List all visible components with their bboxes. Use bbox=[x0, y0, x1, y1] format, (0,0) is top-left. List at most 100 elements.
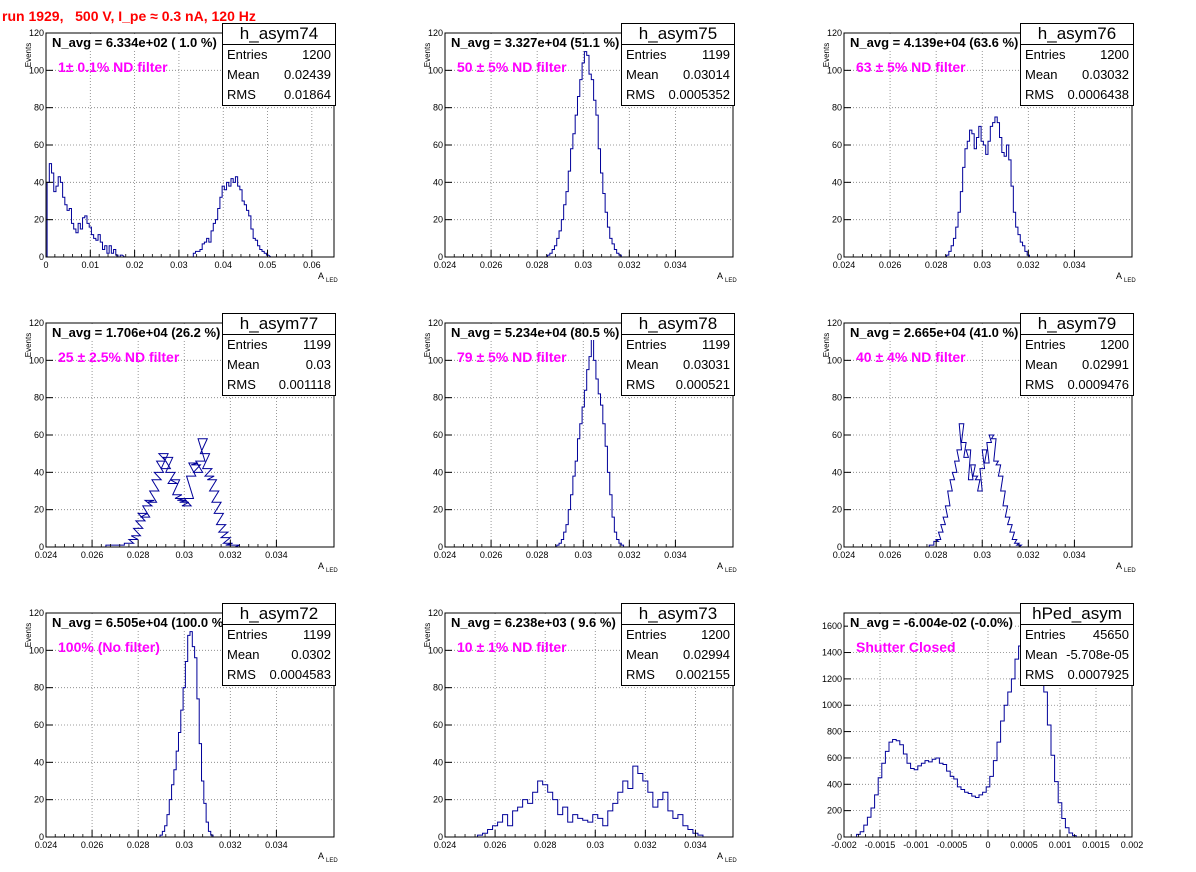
mean-row: Mean 0.03014 bbox=[622, 65, 734, 85]
x-axis-label: A bbox=[717, 851, 723, 861]
mean-row-key: Mean bbox=[1025, 647, 1058, 662]
y-tick-label: 80 bbox=[832, 393, 842, 403]
entries-row-value: 1200 bbox=[302, 47, 331, 62]
y-axis-label: Events bbox=[24, 333, 33, 357]
y-tick-label: 80 bbox=[34, 103, 44, 113]
rms-row-key: RMS bbox=[1025, 87, 1054, 102]
x-tick-label: 0.05 bbox=[259, 260, 277, 270]
mean-row-value: 0.03031 bbox=[683, 357, 730, 372]
histogram-panel-h_asym73: 0.024 0.026 0.028 0.03 0.032 0.034 0 20 40 60 80 10… bbox=[399, 580, 797, 870]
x-tick-label: 0.03 bbox=[973, 260, 991, 270]
entries-row-value: 1199 bbox=[702, 47, 730, 62]
entries-row-key: Entries bbox=[626, 627, 667, 642]
mean-row-key: Mean bbox=[1025, 357, 1058, 372]
entries-row-value: 1200 bbox=[701, 627, 730, 642]
rms-row: RMS 0.002155 bbox=[622, 665, 734, 685]
y-tick-label: 1000 bbox=[822, 700, 842, 710]
entries-row: Entries 1199 bbox=[223, 335, 335, 355]
x-tick-label: -0.002 bbox=[831, 840, 857, 850]
histogram-line bbox=[946, 116, 1032, 258]
rms-row-value: 0.001118 bbox=[278, 377, 331, 392]
x-tick-label: 0.028 bbox=[534, 840, 557, 850]
x-tick-label: 0.032 bbox=[219, 550, 242, 560]
y-tick-label: 60 bbox=[34, 720, 44, 730]
x-axis-label: A bbox=[318, 271, 324, 281]
y-tick-label: 0 bbox=[438, 832, 443, 842]
histogram-name: h_asym78 bbox=[622, 314, 734, 335]
histogram-name: h_asym73 bbox=[622, 604, 734, 625]
y-axis-label: Events bbox=[423, 623, 432, 647]
y-tick-label: 80 bbox=[34, 393, 44, 403]
y-tick-label: 40 bbox=[433, 467, 443, 477]
rms-row-key: RMS bbox=[227, 377, 256, 392]
x-tick-label: 0.03 bbox=[175, 550, 193, 560]
x-axis-label: A bbox=[1116, 561, 1122, 571]
y-tick-label: 120 bbox=[428, 28, 443, 38]
x-tick-label: 0.04 bbox=[214, 260, 232, 270]
y-tick-label: 100 bbox=[29, 65, 44, 75]
rms-row-value: 0.0004583 bbox=[269, 667, 331, 682]
y-tick-label: 120 bbox=[428, 608, 443, 618]
y-tick-label: 20 bbox=[433, 795, 443, 805]
filter-annotation: Shutter Closed bbox=[856, 639, 956, 655]
histogram-line bbox=[477, 765, 708, 838]
rms-row-key: RMS bbox=[626, 377, 655, 392]
mean-row-key: Mean bbox=[227, 357, 260, 372]
mean-row-value: 0.03014 bbox=[683, 67, 730, 82]
stat-box: h_asym75 Entries 1199 Mean 0.03014 RMS 0.00053… bbox=[621, 23, 735, 106]
page-title: run 1929, 500 V, I_pe ≈ 0.3 nA, 120 Hz bbox=[2, 8, 256, 24]
filter-annotation: 40 ± 4% ND filter bbox=[856, 349, 966, 365]
y-axis-label: Events bbox=[24, 623, 33, 647]
filter-annotation: 1± 0.1% ND filter bbox=[58, 59, 168, 75]
y-tick-label: 20 bbox=[34, 505, 44, 515]
stat-box: h_asym76 Entries 1200 Mean 0.03032 RMS 0.00064… bbox=[1020, 23, 1134, 106]
y-tick-label: 60 bbox=[433, 430, 443, 440]
rms-row-value: 0.0009476 bbox=[1067, 377, 1129, 392]
y-tick-label: 0 bbox=[39, 832, 44, 842]
y-tick-label: 20 bbox=[433, 215, 443, 225]
y-tick-label: 120 bbox=[29, 28, 44, 38]
rms-row-key: RMS bbox=[626, 667, 655, 682]
x-tick-label: 0.0015 bbox=[1082, 840, 1110, 850]
y-tick-label: 80 bbox=[832, 103, 842, 113]
y-tick-label: 200 bbox=[827, 806, 842, 816]
n-avg-label: N_avg = 2.665e+04 (41.0 %) bbox=[848, 325, 1021, 340]
x-tick-label: 0.026 bbox=[480, 550, 503, 560]
x-tick-label: 0.032 bbox=[618, 550, 641, 560]
y-tick-label: 800 bbox=[827, 727, 842, 737]
mean-row-key: Mean bbox=[626, 647, 659, 662]
x-tick-label: 0.024 bbox=[434, 550, 457, 560]
filter-annotation: 10 ± 1% ND filter bbox=[457, 639, 567, 655]
rms-row-key: RMS bbox=[227, 667, 256, 682]
stat-box: h_asym79 Entries 1200 Mean 0.02991 RMS 0.00094… bbox=[1020, 313, 1134, 396]
entries-row: Entries 1200 bbox=[223, 45, 335, 65]
y-tick-label: 20 bbox=[832, 215, 842, 225]
x-tick-label: 0.032 bbox=[1017, 260, 1040, 270]
histogram-name: h_asym77 bbox=[223, 314, 335, 335]
rms-row-value: 0.01864 bbox=[284, 87, 331, 102]
x-axis-label: A bbox=[717, 271, 723, 281]
x-tick-label: -0.0015 bbox=[865, 840, 896, 850]
y-tick-label: 60 bbox=[34, 430, 44, 440]
y-tick-label: 120 bbox=[428, 318, 443, 328]
rms-row-key: RMS bbox=[227, 87, 256, 102]
histogram-svg: -0.002 -0.0015 -0.001 -0.0005 0 0.0005 0.001 0.… bbox=[822, 612, 1143, 850]
histogram-panel-h_asym74: 0 0.01 0.02 0.03 0.04 0.05 0.06 0 20 40 60 80 100 120… bbox=[0, 0, 398, 290]
y-axis-label: Events bbox=[822, 43, 831, 67]
x-axis-label: A bbox=[318, 561, 324, 571]
rms-row-key: RMS bbox=[1025, 667, 1054, 682]
histogram-line bbox=[105, 438, 245, 548]
stat-box: h_asym77 Entries 1199 Mean 0.03 RMS 0.001118 bbox=[222, 313, 336, 396]
histogram-panel-hPed_asym: -0.002 -0.0015 -0.001 -0.0005 0 0.0005 0.001 0.… bbox=[798, 580, 1196, 870]
stat-box: h_asym73 Entries 1200 Mean 0.02994 RMS 0.00215… bbox=[621, 603, 735, 686]
entries-row: Entries 1199 bbox=[622, 335, 734, 355]
entries-row: Entries 1200 bbox=[622, 625, 734, 645]
stat-box: h_asym74 Entries 1200 Mean 0.02439 RMS 0.01864 bbox=[222, 23, 336, 106]
histogram-name: h_asym75 bbox=[622, 24, 734, 45]
rms-row-key: RMS bbox=[626, 87, 655, 102]
histogram-name: h_asym74 bbox=[223, 24, 335, 45]
y-tick-label: 80 bbox=[34, 683, 44, 693]
y-tick-label: 80 bbox=[433, 683, 443, 693]
x-axis-label-subscript: LED bbox=[326, 278, 338, 284]
filter-annotation: 100% (No filter) bbox=[58, 639, 160, 655]
